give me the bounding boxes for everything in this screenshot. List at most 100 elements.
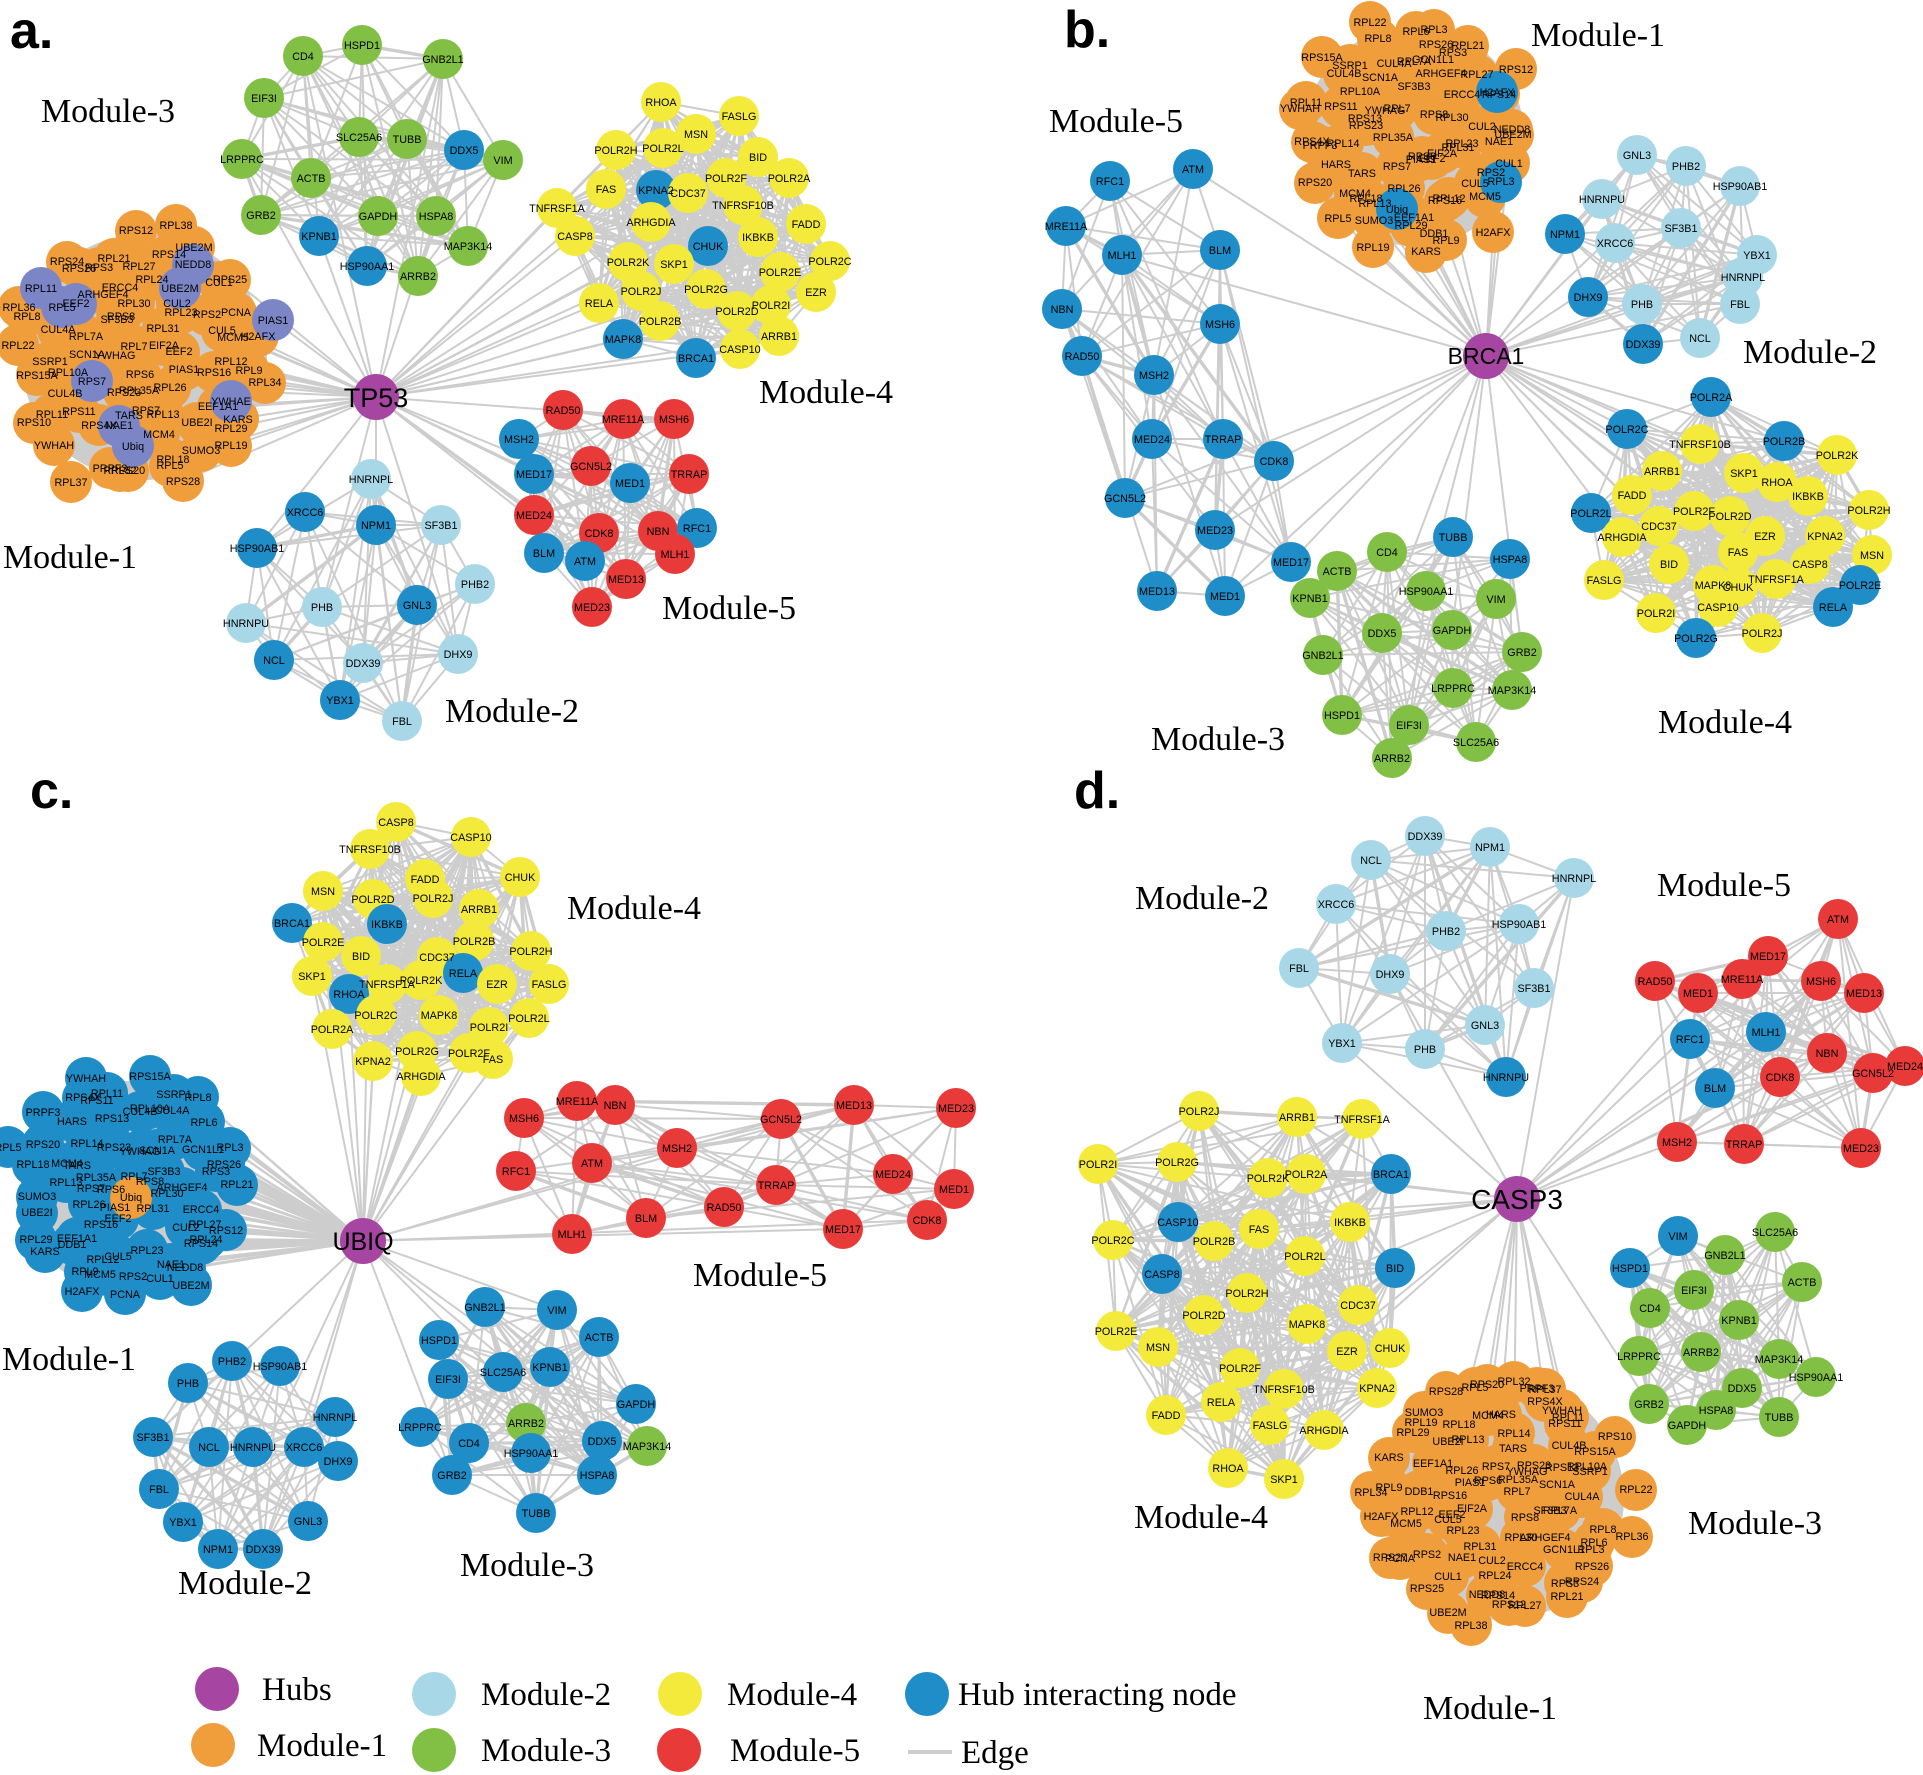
svg-text:SLC25A6: SLC25A6 <box>336 132 382 144</box>
svg-text:RPS10: RPS10 <box>17 417 51 429</box>
svg-text:UBE2M: UBE2M <box>175 242 212 254</box>
svg-text:CUL4A: CUL4A <box>41 324 77 336</box>
svg-text:RPL21: RPL21 <box>97 253 130 265</box>
svg-text:RPS15A: RPS15A <box>129 1071 171 1083</box>
svg-text:RPS11: RPS11 <box>62 406 95 418</box>
svg-text:POLR2F: POLR2F <box>1673 506 1715 518</box>
svg-text:BID: BID <box>749 152 767 164</box>
svg-text:Module-5: Module-5 <box>662 590 796 627</box>
svg-text:RPL9: RPL9 <box>1432 235 1459 247</box>
svg-text:TARS: TARS <box>1348 168 1376 180</box>
svg-text:POLR2E: POLR2E <box>759 267 802 279</box>
svg-text:RPL9: RPL9 <box>1375 1482 1402 1494</box>
svg-text:RPL5: RPL5 <box>1324 213 1351 225</box>
svg-text:FASLG: FASLG <box>722 111 757 123</box>
svg-text:RELA: RELA <box>449 968 478 980</box>
svg-text:EIF2A: EIF2A <box>149 340 180 352</box>
svg-text:RPL32: RPL32 <box>1497 1376 1530 1388</box>
svg-text:HSPA8: HSPA8 <box>1493 554 1528 566</box>
svg-text:NCL: NCL <box>263 655 285 667</box>
svg-text:RPS8: RPS8 <box>1511 1512 1539 1524</box>
svg-text:NBN: NBN <box>1816 1048 1839 1060</box>
svg-text:RPL18: RPL18 <box>156 454 189 466</box>
svg-text:FADD: FADD <box>411 874 440 886</box>
svg-text:CHUK: CHUK <box>1375 1343 1406 1355</box>
svg-text:RPL7: RPL7 <box>120 341 147 353</box>
svg-text:XRCC6: XRCC6 <box>1318 899 1355 911</box>
svg-text:RPL9: RPL9 <box>71 1266 98 1278</box>
svg-text:RHOA: RHOA <box>645 97 677 109</box>
svg-text:RPS26: RPS26 <box>207 1159 241 1171</box>
svg-text:CUL5: CUL5 <box>1461 178 1489 190</box>
svg-text:EZR: EZR <box>805 287 827 299</box>
svg-text:KPNA2: KPNA2 <box>1807 531 1842 543</box>
svg-text:FBL: FBL <box>149 1484 169 1496</box>
svg-text:RPL7A: RPL7A <box>158 1134 193 1146</box>
svg-text:SSRP1: SSRP1 <box>1572 1466 1607 1478</box>
svg-text:RPL27: RPL27 <box>1508 1600 1541 1612</box>
svg-text:RPS4X: RPS4X <box>81 420 116 432</box>
svg-text:MCM4: MCM4 <box>51 1158 83 1170</box>
svg-text:POLR2G: POLR2G <box>1674 633 1718 645</box>
svg-text:GRB2: GRB2 <box>1634 1399 1663 1411</box>
svg-text:TNFRSF1A: TNFRSF1A <box>1334 1114 1391 1126</box>
svg-text:MSH6: MSH6 <box>659 414 689 426</box>
svg-text:Module-2: Module-2 <box>178 1565 312 1602</box>
svg-text:ARHGDIA: ARHGDIA <box>396 1071 446 1083</box>
svg-text:RPL18: RPL18 <box>1442 1419 1475 1431</box>
svg-text:POLR2B: POLR2B <box>1193 1236 1236 1248</box>
svg-text:HNRNPU: HNRNPU <box>1483 1072 1529 1084</box>
svg-text:Module-4: Module-4 <box>1134 1499 1268 1536</box>
svg-text:Module-4: Module-4 <box>759 374 893 411</box>
svg-text:MED1: MED1 <box>615 478 645 490</box>
svg-text:RPS12: RPS12 <box>1492 1599 1526 1611</box>
svg-text:Module-5: Module-5 <box>693 1257 827 1294</box>
svg-text:TARS: TARS <box>63 1160 91 1172</box>
svg-text:POLR2D: POLR2D <box>1708 511 1751 523</box>
svg-text:NEDD8: NEDD8 <box>167 1262 204 1274</box>
svg-text:NPM1: NPM1 <box>361 520 391 532</box>
svg-text:HNRNPL: HNRNPL <box>1721 272 1765 284</box>
svg-text:RPL5: RPL5 <box>0 1142 22 1154</box>
svg-text:RPS6: RPS6 <box>1408 151 1436 163</box>
svg-text:ERCC4: ERCC4 <box>1507 1561 1544 1573</box>
svg-text:RPS13: RPS13 <box>95 1113 129 1125</box>
svg-text:PIAS1: PIAS1 <box>258 315 289 327</box>
svg-text:RPS23: RPS23 <box>97 1142 131 1154</box>
svg-text:Module-2: Module-2 <box>1135 880 1269 917</box>
svg-text:CUL4B: CUL4B <box>1552 1440 1587 1452</box>
svg-text:RFC1: RFC1 <box>1096 176 1124 188</box>
svg-text:CASP10: CASP10 <box>1697 602 1738 614</box>
svg-text:RPS20: RPS20 <box>26 1139 60 1151</box>
svg-text:NBN: NBN <box>647 526 670 538</box>
svg-text:ARRB2: ARRB2 <box>1683 1347 1719 1359</box>
svg-text:MRE11A: MRE11A <box>556 1096 599 1108</box>
svg-text:RPL8: RPL8 <box>1589 1524 1616 1536</box>
svg-text:POLR2C: POLR2C <box>808 256 851 268</box>
svg-text:RPL31: RPL31 <box>146 323 179 335</box>
svg-text:DDX39: DDX39 <box>1408 831 1443 843</box>
svg-text:CASP10: CASP10 <box>1157 1217 1198 1229</box>
svg-text:PIAS1: PIAS1 <box>1406 154 1437 166</box>
svg-text:RPS24: RPS24 <box>1565 1576 1599 1588</box>
svg-text:PIAS1: PIAS1 <box>1455 1477 1486 1489</box>
svg-text:RPS4X: RPS4X <box>1527 1396 1562 1408</box>
svg-text:CDK8: CDK8 <box>1766 1072 1795 1084</box>
svg-text:RPL22: RPL22 <box>1619 1484 1652 1496</box>
svg-text:BLM: BLM <box>533 548 555 560</box>
svg-text:YBX1: YBX1 <box>326 695 354 707</box>
svg-text:GNL3: GNL3 <box>403 600 431 612</box>
svg-text:CUL5: CUL5 <box>104 1251 132 1263</box>
svg-text:RPS4X: RPS4X <box>1294 136 1329 148</box>
svg-text:RPL7A: RPL7A <box>69 331 104 343</box>
svg-text:CUL2: CUL2 <box>163 298 191 310</box>
svg-text:GRB2: GRB2 <box>246 210 275 222</box>
svg-text:PCNA: PCNA <box>221 307 252 319</box>
svg-text:MCM4: MCM4 <box>143 429 175 441</box>
svg-text:GNL3: GNL3 <box>1623 150 1651 162</box>
svg-text:Hub interacting node: Hub interacting node <box>958 1677 1237 1713</box>
svg-text:POLR2K: POLR2K <box>607 257 650 269</box>
svg-text:CD4: CD4 <box>1376 547 1398 559</box>
svg-text:RPL23: RPL23 <box>1445 138 1478 150</box>
svg-text:RPL14: RPL14 <box>70 1138 103 1150</box>
